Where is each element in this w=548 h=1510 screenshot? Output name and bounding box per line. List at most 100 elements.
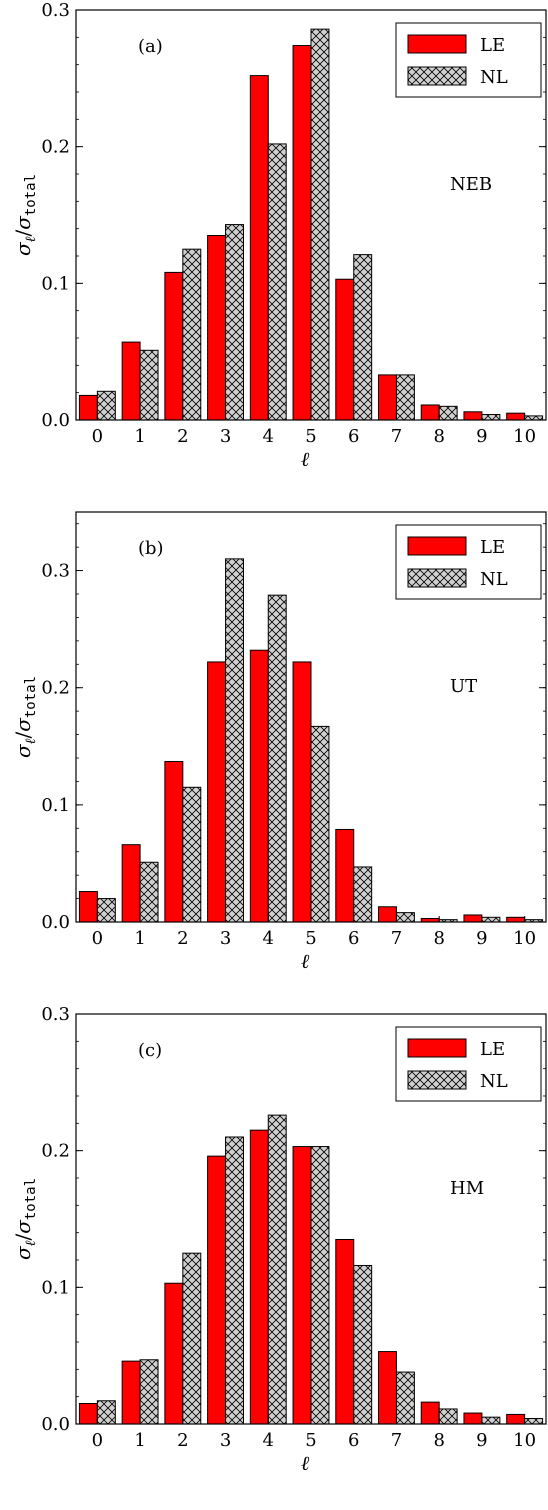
x-tick-label: 3 <box>220 426 231 447</box>
y-tick-label: 0.2 <box>41 678 70 699</box>
le-bar-3 <box>207 661 227 923</box>
x-tick-label: 7 <box>391 928 402 949</box>
x-tick-label: 6 <box>348 426 359 447</box>
x-axis-label: ℓ <box>301 447 310 471</box>
nl-bar-5 <box>310 725 330 923</box>
nl-bar-4 <box>267 143 287 421</box>
x-tick-label: 2 <box>177 426 188 447</box>
y-axis-label: σℓ/σtotal <box>11 174 39 256</box>
y-tick-label: 0.3 <box>41 0 70 21</box>
y-tick-label: 0.3 <box>41 561 70 582</box>
le-bar-5 <box>292 661 312 923</box>
legend-label-nl: NL <box>480 67 508 88</box>
nl-bar-9 <box>481 916 501 923</box>
legend-label-nl: NL <box>480 569 508 590</box>
y-tick-label: 0.0 <box>41 1414 70 1435</box>
le-bar-3 <box>207 235 227 421</box>
le-bar-4 <box>249 75 269 421</box>
x-axis-label: ℓ <box>301 1451 310 1475</box>
legend-swatch-nl <box>407 568 467 588</box>
nl-bar-3 <box>225 1136 245 1425</box>
nl-bar-9 <box>481 414 501 421</box>
y-tick-label: 0.2 <box>41 137 70 158</box>
y-tick-label: 0.0 <box>41 410 70 431</box>
le-bar-5 <box>292 1146 312 1425</box>
panel-label: (c) <box>138 1040 162 1061</box>
le-bar-0 <box>78 394 98 421</box>
nl-bar-1 <box>139 349 159 421</box>
dataset-label: UT <box>450 676 477 697</box>
legend-swatch-nl <box>407 66 467 86</box>
nl-bar-4 <box>267 594 287 923</box>
panel-label: (b) <box>138 538 164 559</box>
x-tick-label: 6 <box>348 928 359 949</box>
x-tick-label: 4 <box>263 928 274 949</box>
nl-bar-3 <box>225 558 245 923</box>
x-tick-label: 0 <box>92 426 103 447</box>
nl-bar-10 <box>524 1418 544 1425</box>
le-bar-0 <box>78 1403 98 1425</box>
le-bar-7 <box>378 1351 397 1425</box>
x-axis-label: ℓ <box>301 949 310 973</box>
x-tick-label: 1 <box>134 928 145 949</box>
legend-label-le: LE <box>480 1039 505 1060</box>
x-tick-label: 0 <box>92 928 103 949</box>
nl-bar-7 <box>395 1371 415 1425</box>
legend-swatch-le <box>407 1038 467 1058</box>
x-tick-label: 1 <box>134 426 145 447</box>
nl-bar-3 <box>225 224 245 421</box>
le-bar-9 <box>463 914 483 923</box>
le-bar-7 <box>378 374 397 421</box>
legend-swatch-nl <box>407 1070 467 1090</box>
x-tick-label: 5 <box>305 426 316 447</box>
y-tick-label: 0.1 <box>41 795 70 816</box>
le-bar-6 <box>335 1239 355 1425</box>
x-tick-label: 3 <box>220 1430 231 1451</box>
nl-bar-6 <box>353 866 373 923</box>
x-tick-label: 6 <box>348 1430 359 1451</box>
legend-box <box>395 524 542 600</box>
y-tick-label: 0.3 <box>41 1004 70 1025</box>
le-bar-1 <box>121 1360 141 1425</box>
chart-panel-a: 0 1 2 3 4 5 6 7 8 9 10 0.0 0.1 0.2 0.3 ℓ σℓ/σtotal (a) NEB… <box>0 0 548 502</box>
x-tick-label: 10 <box>513 1430 536 1451</box>
x-tick-label: 10 <box>513 426 536 447</box>
chart-panel-b: 0 1 2 3 4 5 6 7 8 9 10 0.0 0.1 0.2 0.3 ℓ σℓ/σtotal (b) UT L… <box>0 502 548 1004</box>
le-bar-4 <box>249 1129 269 1425</box>
x-tick-label: 5 <box>305 928 316 949</box>
le-bar-1 <box>121 341 141 421</box>
le-bar-7 <box>378 906 397 923</box>
legend-swatch-le <box>407 536 467 556</box>
x-tick-label: 4 <box>263 1430 274 1451</box>
legend-box <box>395 22 542 98</box>
nl-bar-7 <box>395 912 415 923</box>
nl-bar-5 <box>310 28 330 421</box>
x-tick-label: 5 <box>305 1430 316 1451</box>
nl-bar-6 <box>353 254 373 421</box>
le-bar-9 <box>463 1412 483 1425</box>
x-tick-label: 9 <box>476 1430 487 1451</box>
x-tick-label: 8 <box>433 1430 444 1451</box>
nl-bar-5 <box>310 1146 330 1425</box>
nl-bar-9 <box>481 1416 501 1425</box>
x-tick-label: 10 <box>513 928 536 949</box>
legend-box <box>395 1026 542 1102</box>
le-bar-6 <box>335 828 355 923</box>
legend-label-nl: NL <box>480 1071 508 1092</box>
le-bar-0 <box>78 891 98 923</box>
nl-bar-4 <box>267 1114 287 1425</box>
le-bar-5 <box>292 45 312 421</box>
x-tick-label: 9 <box>476 426 487 447</box>
le-bar-10 <box>506 916 526 923</box>
nl-bar-2 <box>182 248 202 421</box>
y-tick-label: 0.1 <box>41 1277 70 1298</box>
le-bar-8 <box>420 1401 440 1425</box>
y-axis-label: σℓ/σtotal <box>11 676 39 758</box>
le-bar-2 <box>164 1282 184 1425</box>
y-tick-label: 0.1 <box>41 273 70 294</box>
y-tick-label: 0.2 <box>41 1141 70 1162</box>
nl-bar-1 <box>139 861 159 923</box>
x-tick-label: 0 <box>92 1430 103 1451</box>
x-tick-label: 2 <box>177 1430 188 1451</box>
x-tick-label: 3 <box>220 928 231 949</box>
